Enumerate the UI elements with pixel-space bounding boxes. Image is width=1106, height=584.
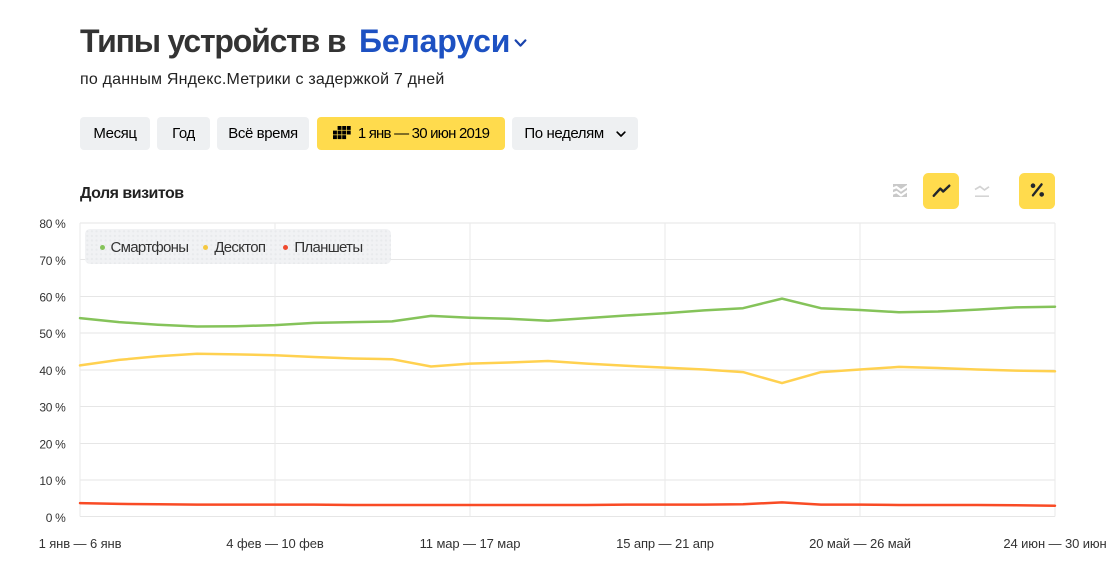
svg-text:40 %: 40 % (39, 364, 66, 378)
svg-text:20 %: 20 % (39, 437, 66, 451)
svg-text:1 янв — 6 янв: 1 янв — 6 янв (39, 536, 122, 551)
svg-text:4 фев — 10 фев: 4 фев — 10 фев (226, 536, 324, 551)
svg-text:60 %: 60 % (39, 291, 66, 305)
svg-text:15 апр — 21 апр: 15 апр — 21 апр (616, 536, 714, 551)
svg-text:10 %: 10 % (39, 474, 66, 488)
svg-text:50 %: 50 % (39, 327, 66, 341)
svg-text:30 %: 30 % (39, 401, 66, 415)
svg-text:70 %: 70 % (39, 254, 66, 268)
svg-text:0 %: 0 % (46, 511, 66, 525)
svg-text:20 май — 26 май: 20 май — 26 май (809, 536, 911, 551)
svg-text:80 %: 80 % (39, 217, 66, 231)
svg-text:11 мар — 17 мар: 11 мар — 17 мар (420, 536, 521, 551)
svg-text:24 июн — 30 июн: 24 июн — 30 июн (1003, 536, 1106, 551)
